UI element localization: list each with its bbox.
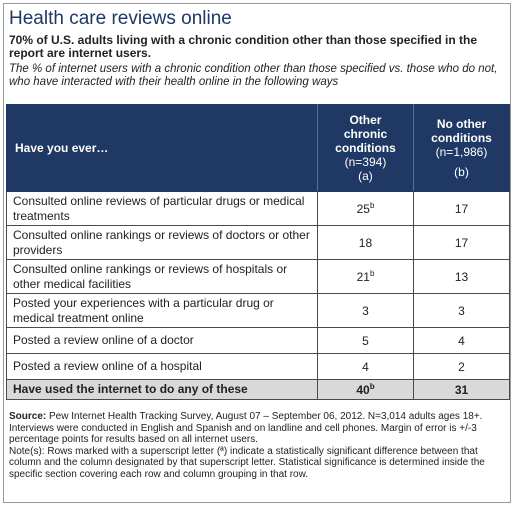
row-label: Posted a review online of a hospital bbox=[6, 353, 318, 380]
source-note: Source: Pew Internet Health Tracking Sur… bbox=[9, 411, 509, 480]
row-value-a: 4 bbox=[316, 353, 414, 380]
table-row: Consulted online rankings or reviews of … bbox=[6, 225, 511, 260]
total-row: Have used the internet to do any of thes… bbox=[6, 379, 511, 400]
col-a-line2: chronic bbox=[343, 127, 388, 141]
table-row: Consulted online reviews of particular d… bbox=[6, 191, 511, 226]
col-a-header: Other chronic conditions (n=394) (a) bbox=[316, 104, 414, 192]
row-label: Consulted online reviews of particular d… bbox=[6, 191, 318, 226]
col-b-n: (n=1,986) bbox=[435, 145, 488, 159]
row-value-a: 18 bbox=[316, 225, 414, 260]
table-row: Posted your experiences with a particula… bbox=[6, 293, 511, 328]
row-value-b: 13 bbox=[412, 259, 511, 294]
row-value-b: 17 bbox=[412, 191, 511, 226]
row-value-a: 3 bbox=[316, 293, 414, 328]
significance-marker: b bbox=[369, 200, 375, 210]
page-title: Health care reviews online bbox=[9, 8, 232, 29]
row-value-b: 3 bbox=[412, 293, 511, 328]
row-label: Posted a review online of a doctor bbox=[6, 327, 318, 354]
significance-marker: b bbox=[369, 268, 375, 278]
row-label: Posted your experiences with a particula… bbox=[6, 293, 318, 328]
col-b-line2: conditions bbox=[431, 131, 492, 145]
note-text: Rows marked with a superscript letter (ª… bbox=[9, 445, 485, 480]
row-value-a: 5 bbox=[316, 327, 414, 354]
row-value-a: 21b bbox=[316, 259, 414, 294]
subtitle: 70% of U.S. adults living with a chronic… bbox=[9, 33, 478, 60]
figure-frame bbox=[3, 3, 511, 503]
total-value-a: 40b bbox=[316, 379, 414, 400]
table-row: Consulted online rankings or reviews of … bbox=[6, 259, 511, 294]
col-b-letter: (b) bbox=[454, 165, 469, 179]
row-value-a: 25b bbox=[316, 191, 414, 226]
total-label: Have used the internet to do any of thes… bbox=[6, 379, 318, 400]
col-a-n: (n=394) bbox=[344, 155, 387, 169]
total-value-b: 31 bbox=[412, 379, 511, 400]
col-b-line1: No other bbox=[436, 117, 487, 131]
row-value-b: 17 bbox=[412, 225, 511, 260]
row-value-b: 2 bbox=[412, 353, 511, 380]
description: The % of internet users with a chronic c… bbox=[9, 63, 498, 88]
row-label: Consulted online rankings or reviews of … bbox=[6, 259, 318, 294]
col-a-line1: Other bbox=[349, 113, 382, 127]
question-header: Have you ever… bbox=[6, 104, 318, 192]
col-a-line3: conditions bbox=[335, 141, 396, 155]
col-a-letter: (a) bbox=[358, 169, 373, 183]
row-value-b: 4 bbox=[412, 327, 511, 354]
row-label: Consulted online rankings or reviews of … bbox=[6, 225, 318, 260]
note-label: Note(s): bbox=[9, 445, 45, 457]
col-b-header: No other conditions (n=1,986) (b) bbox=[412, 104, 511, 192]
source-label: Source: bbox=[9, 411, 47, 422]
data-table: Have you ever… Other chronic conditions … bbox=[6, 104, 511, 400]
significance-marker: b bbox=[369, 381, 375, 391]
table-row: Posted a review online of a hospital 4 2 bbox=[6, 353, 511, 380]
table-header-row: Have you ever… Other chronic conditions … bbox=[6, 104, 511, 192]
table-row: Posted a review online of a doctor 5 4 bbox=[6, 327, 511, 354]
source-text: Pew Internet Health Tracking Survey, Aug… bbox=[9, 411, 483, 445]
